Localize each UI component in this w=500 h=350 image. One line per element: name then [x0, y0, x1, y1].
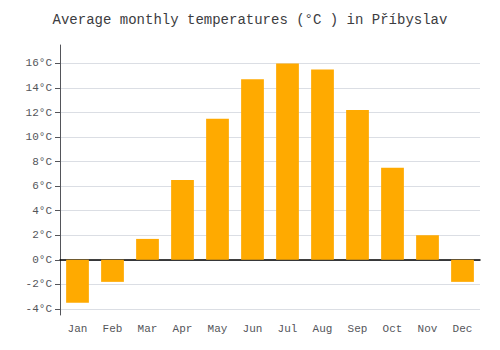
svg-text:Jul: Jul [278, 323, 298, 335]
svg-text:Dec: Dec [453, 323, 473, 335]
svg-text:12°C: 12°C [26, 107, 53, 119]
svg-text:-4°C: -4°C [26, 303, 53, 315]
svg-text:Mar: Mar [138, 323, 158, 335]
svg-text:Oct: Oct [383, 323, 403, 335]
svg-text:Apr: Apr [173, 323, 193, 335]
svg-text:May: May [208, 323, 228, 335]
svg-text:Average monthly temperatures (: Average monthly temperatures (°C ) in Př… [53, 12, 448, 28]
svg-text:Jan: Jan [68, 323, 88, 335]
svg-text:14°C: 14°C [26, 82, 53, 94]
svg-text:-2°C: -2°C [26, 278, 53, 290]
svg-text:0°C: 0°C [32, 254, 52, 266]
svg-text:Feb: Feb [103, 323, 123, 335]
svg-text:Jun: Jun [243, 323, 263, 335]
svg-text:Sep: Sep [348, 323, 368, 335]
svg-text:Aug: Aug [313, 323, 333, 335]
svg-text:8°C: 8°C [32, 156, 52, 168]
svg-text:4°C: 4°C [32, 205, 52, 217]
svg-text:Nov: Nov [418, 323, 438, 335]
svg-text:2°C: 2°C [32, 229, 52, 241]
svg-text:16°C: 16°C [26, 57, 53, 69]
svg-text:10°C: 10°C [26, 131, 53, 143]
svg-text:6°C: 6°C [32, 180, 52, 192]
